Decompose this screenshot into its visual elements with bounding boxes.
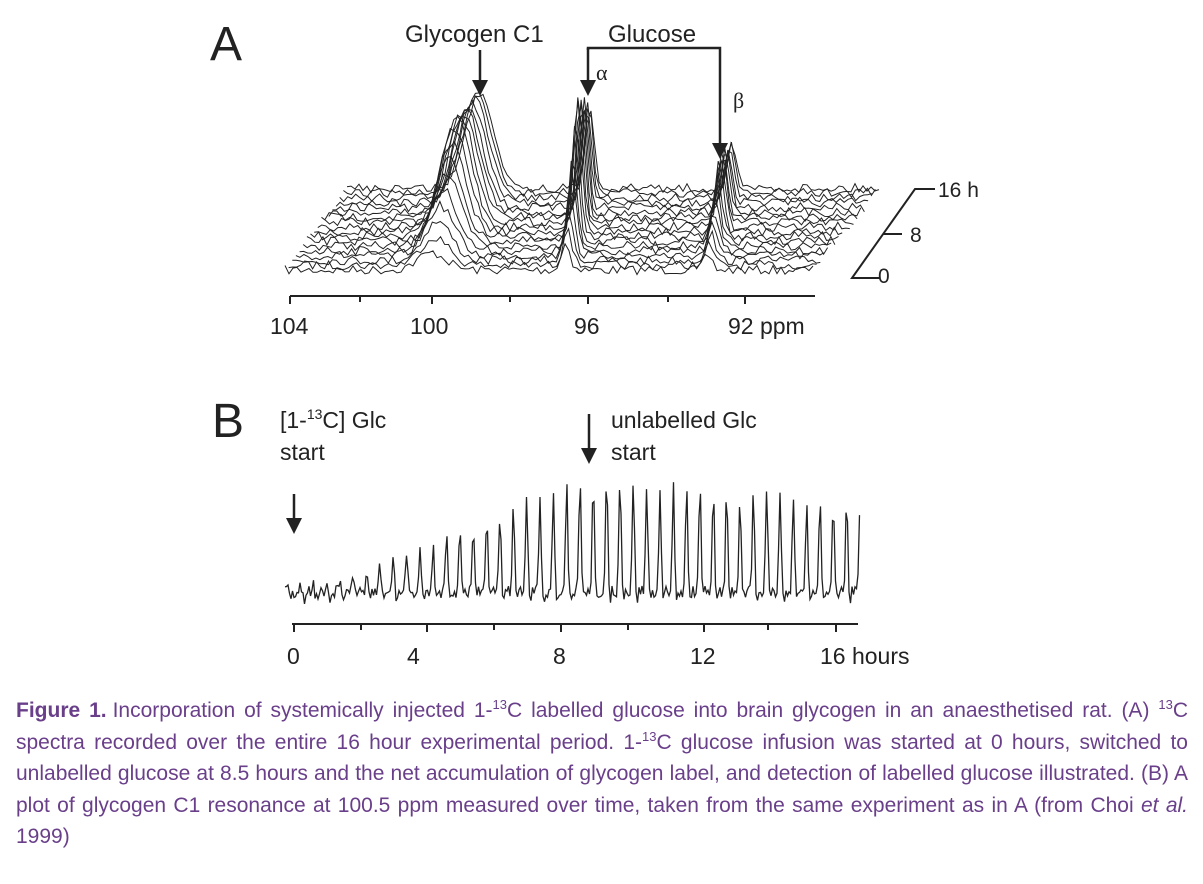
glucose-label: Glucose [608,21,696,48]
spectrum-trace [346,93,880,194]
glycogen-c1-label: Glycogen C1 [405,21,544,48]
glucose-bracket [586,46,722,145]
start-label: [1-13C] Glc [280,406,386,433]
hours-tick-16: 16 hours [820,643,910,669]
beta-label: β [733,88,744,113]
spectrum-trace [343,92,876,199]
hours-ticks [293,624,837,632]
figure-caption: Figure 1. Incorporation of systemically i… [16,697,1188,848]
hours-tick-4: 4 [407,643,420,669]
spectrum-trace [332,97,865,213]
spectrum-trace [321,104,854,227]
alpha-label: α [596,60,608,85]
ppm-tick-96: 96 [574,313,600,339]
hours-tick-12: 12 [690,643,716,669]
ppm-tick-104: 104 [270,313,309,339]
time-tick-label-16: 16 h [938,179,979,202]
spectrum-trace [284,242,814,276]
spectrum-trace [292,210,821,266]
switch-label-line2: start [611,439,656,465]
ppm-tick-92: 92 ppm [728,313,805,339]
glycogen-arrow-head [472,80,488,96]
spectrum-trace [328,108,862,218]
spectrum-trace [306,138,836,247]
hours-tick-0: 0 [287,643,300,669]
spectrum-trace [324,99,858,223]
glycogen-trace [284,482,861,605]
spectrum-trace [339,95,872,203]
figure-label: Figure 1. [16,699,107,722]
figure-1: A Glycogen C1 Glucose α β 16 h 8 0 104 1… [210,18,979,669]
stacked-spectra [284,92,880,276]
switch-label: unlabelled Glc [611,407,757,433]
hours-tick-8: 8 [553,643,566,669]
alpha-arrow-head [580,80,596,96]
time-tick-label-0: 0 [878,265,890,288]
panel-a-label: A [210,18,242,71]
beta-arrow-head [712,143,728,159]
start-arrow-head [286,518,302,534]
ppm-tick-100: 100 [410,313,448,339]
switch-arrow-head [581,448,597,464]
time-tick-label-8: 8 [910,224,922,247]
start-label-line2: start [280,439,325,465]
ppm-ticks [289,296,746,304]
panel-b-label: B [212,395,244,448]
spectrum-trace [288,227,817,271]
